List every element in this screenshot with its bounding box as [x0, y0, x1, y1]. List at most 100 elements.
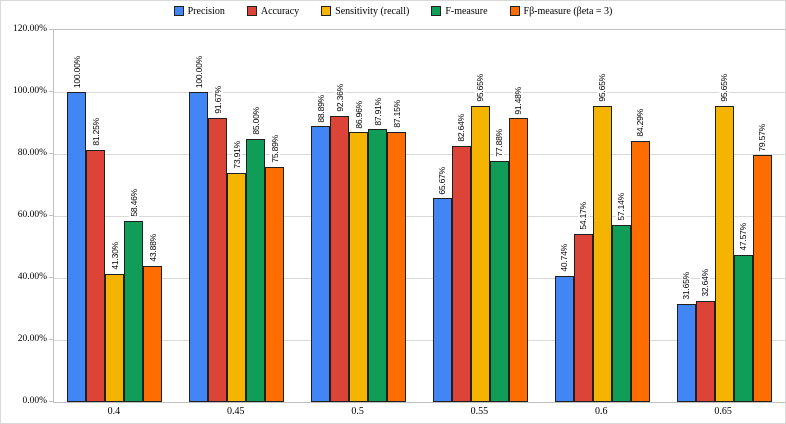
legend-item: Sensitivity (recall) [321, 6, 409, 17]
legend-item: Precision [173, 5, 225, 17]
legend-swatch [246, 6, 257, 16]
legend-item: Accuracy [246, 5, 300, 17]
bar-value-label: 75.89% [269, 133, 280, 165]
legend-swatch [321, 6, 332, 16]
bar-value-label: 54.17% [578, 200, 589, 233]
bar [227, 172, 247, 402]
legend-item: F-measure [431, 5, 488, 17]
bar [124, 220, 144, 402]
bar [330, 115, 350, 402]
bar [311, 126, 331, 402]
legend-swatch [509, 6, 520, 16]
x-category-label: 0.4 [107, 406, 121, 417]
legend-label: Fβ-measure (βeta = 3) [523, 5, 613, 17]
legend-label: Sensitivity (recall) [335, 5, 410, 17]
bar [143, 265, 163, 402]
gridline [54, 92, 785, 93]
gridline [54, 216, 785, 217]
bar-value-label: 87.91% [372, 95, 383, 128]
bar [208, 117, 228, 402]
bar [349, 132, 369, 402]
y-tick-label: 80.00% [17, 148, 47, 158]
bar-value-label: 77.88% [494, 126, 505, 159]
bar [695, 300, 715, 402]
gridline [54, 340, 785, 341]
bar [246, 138, 266, 402]
bar [611, 224, 631, 402]
x-category-label: 0.65 [714, 406, 732, 417]
bar-value-label: 65.67% [437, 164, 448, 197]
y-tick-label: 20.00% [17, 334, 47, 344]
bar [676, 303, 696, 402]
bar [752, 155, 772, 402]
bar-value-label: 81.25% [90, 116, 101, 149]
bar [368, 129, 388, 402]
bar-value-label: 40.74% [559, 242, 570, 274]
bar-value-label: 57.14% [616, 191, 627, 223]
bar [86, 150, 106, 402]
bar [265, 166, 285, 402]
bar [592, 105, 612, 402]
y-tick-mark [49, 29, 53, 30]
bar-value-label: 85.00% [250, 104, 261, 137]
bar-value-label: 84.29% [635, 107, 646, 139]
bar-value-label: 86.96% [353, 98, 364, 131]
bar-value-label: 95.65% [475, 71, 486, 104]
bar-value-label: 58.46% [128, 187, 139, 219]
bar-value-label: 82.64% [456, 112, 467, 144]
bar [432, 198, 452, 402]
y-tick-label: 120.00% [12, 24, 47, 34]
y-tick-label: 0.00% [22, 396, 47, 406]
legend-label: Precision [187, 5, 225, 17]
bar-value-label: 87.15% [391, 98, 402, 130]
bar-value-label: 41.30% [109, 240, 120, 272]
bar-value-label: 95.65% [597, 71, 608, 104]
y-tick-mark [49, 401, 53, 402]
y-tick-label: 40.00% [17, 272, 47, 282]
bar [573, 234, 593, 402]
bar-value-label: 88.89% [315, 92, 326, 125]
legend-label: Accuracy [260, 5, 300, 17]
bar [714, 105, 734, 402]
x-category-label: 0.6 [594, 406, 608, 417]
y-tick-mark [49, 153, 53, 154]
bar-value-label: 73.91% [231, 139, 242, 171]
gridline [54, 154, 785, 155]
bar-value-label: 43.88% [147, 232, 158, 264]
bar [733, 254, 753, 402]
y-tick-mark [49, 91, 53, 92]
y-tick-mark [49, 215, 53, 216]
legend-swatch [173, 6, 184, 16]
legend-swatch [431, 6, 442, 16]
bar [470, 105, 490, 402]
bar [554, 275, 574, 402]
bar-value-label: 91.48% [513, 84, 524, 117]
legend-item: Fβ-measure (βeta = 3) [509, 5, 613, 17]
bar-value-label: 32.64% [700, 267, 711, 299]
bar [451, 145, 471, 402]
bar [508, 118, 528, 402]
plot-area: 100.00% 81.25% 41.30% 58.46% 43.88% 100.00% 91… [53, 29, 785, 403]
bar-value-label: 92.36% [334, 82, 345, 114]
bar [105, 273, 125, 402]
chart-legend: Precision Accuracy Sensitivity (recall) F-m… [1, 3, 785, 19]
y-tick-label: 100.00% [12, 86, 47, 96]
bar-value-label: 31.65% [681, 270, 692, 302]
bar-value-label: 100.00% [71, 53, 82, 90]
bar [489, 160, 509, 402]
bar [189, 92, 209, 402]
x-category-label: 0.5 [351, 406, 364, 417]
bar [630, 140, 650, 402]
x-category-label: 0.45 [226, 406, 245, 417]
bar [67, 92, 87, 402]
bar-value-label: 47.57% [738, 220, 749, 253]
bar-value-label: 100.00% [193, 53, 204, 90]
y-tick-label: 60.00% [17, 210, 47, 220]
bar-value-label: 79.57% [757, 121, 768, 154]
gridline [54, 278, 785, 279]
bar-value-label: 91.67% [212, 84, 223, 116]
legend-label: F-measure [445, 5, 488, 17]
bar [387, 131, 407, 402]
y-tick-mark [49, 339, 53, 340]
